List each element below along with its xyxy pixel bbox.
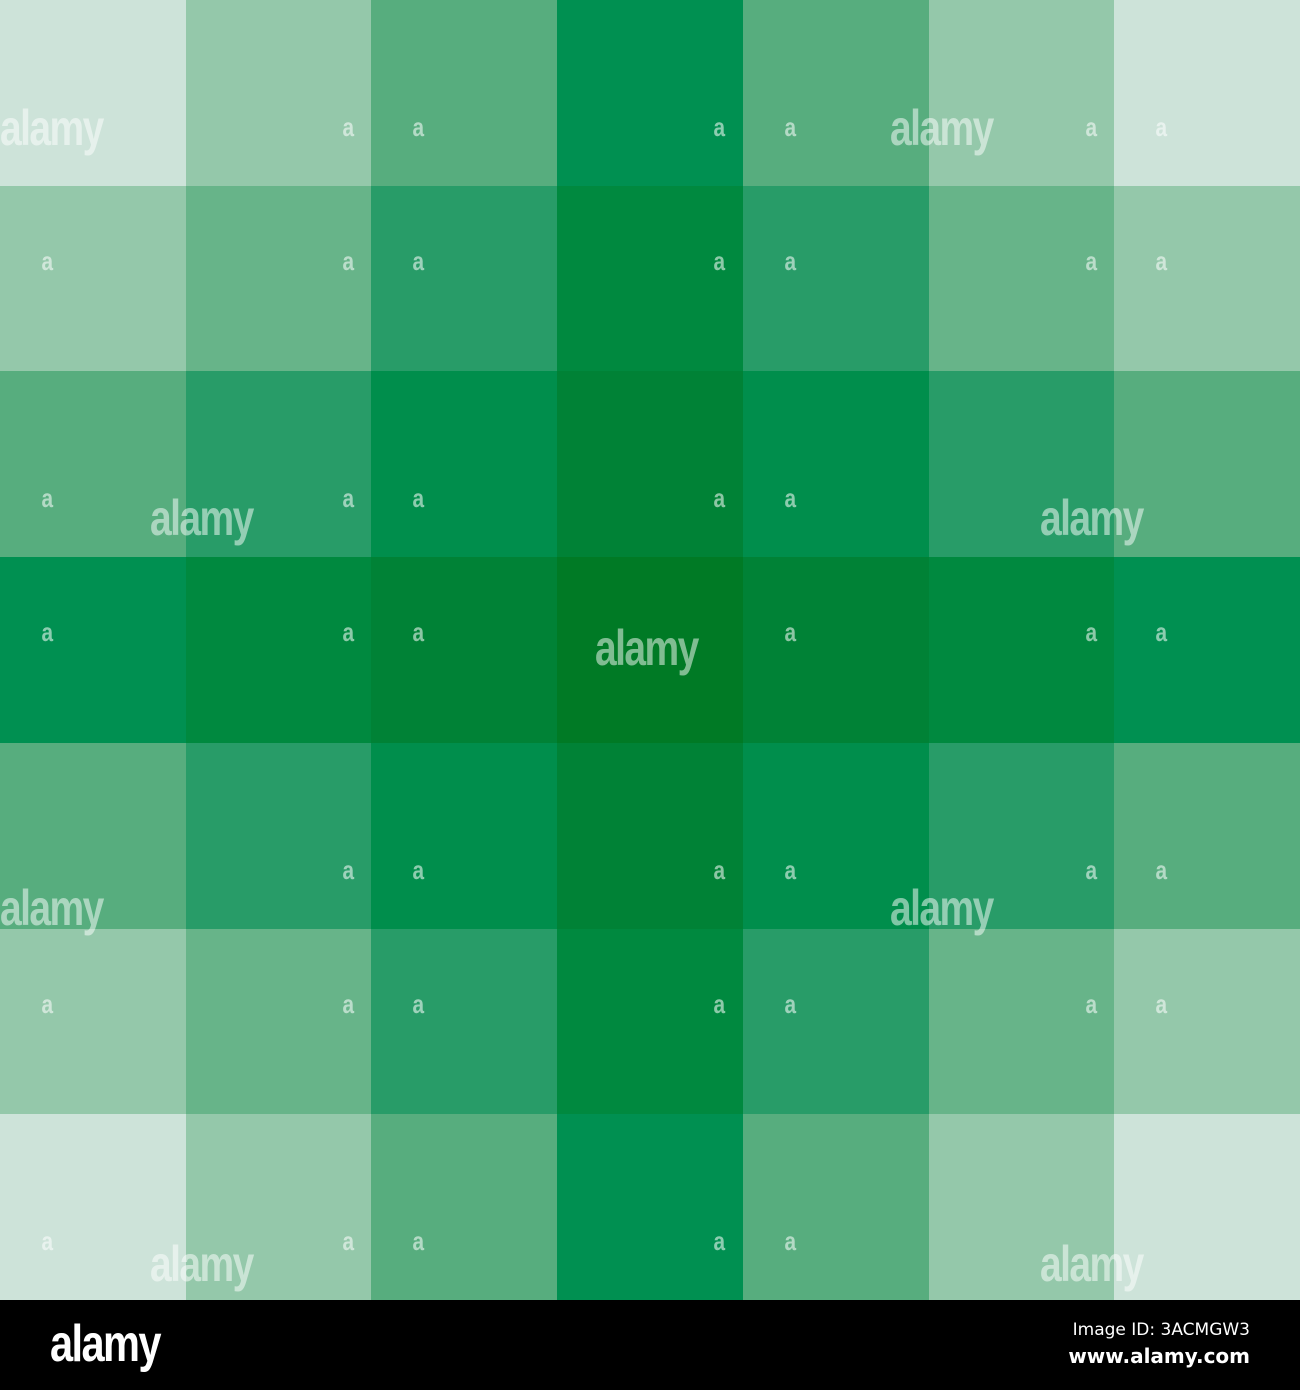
pattern-cell: a [0, 557, 186, 743]
pattern-cell: a [0, 185, 186, 372]
pattern-cell: a [557, 371, 743, 558]
watermark-mark: a [713, 112, 726, 142]
pattern-cell [928, 371, 1115, 558]
watermark-mark: a [784, 988, 796, 1019]
watermark-mark: a [784, 483, 796, 514]
pattern-cell: a [557, 1114, 743, 1300]
watermark-mark: a [713, 245, 726, 276]
footer-bar: alamy Image ID: 3ACMGW3 www.alamy.com [0, 1300, 1300, 1390]
watermark-mark: a [412, 245, 425, 276]
pattern-cell: a [928, 185, 1115, 372]
pattern-cell: a [742, 185, 929, 372]
pattern-cell [1114, 1114, 1300, 1300]
pattern-cell: a [1114, 742, 1300, 929]
watermark-mark: a [784, 617, 796, 648]
pattern-cell: a [1114, 557, 1300, 743]
pattern-cell: a [371, 1114, 558, 1300]
watermark-mark: a [1155, 245, 1168, 276]
watermark-mark: a [1085, 617, 1097, 648]
watermark-mark: a [41, 1226, 54, 1257]
watermark-mark: a [342, 483, 354, 514]
watermark-mark: a [412, 112, 425, 142]
watermark-mark: a [41, 245, 54, 276]
pattern-cell: a [928, 742, 1115, 929]
watermark-mark: a [1085, 854, 1097, 885]
pattern-cell: a [185, 1114, 372, 1300]
watermark-mark: a [41, 617, 54, 648]
watermark-mark: a [412, 1226, 425, 1257]
watermark-mark: a [713, 483, 726, 514]
watermark-mark: a [784, 245, 796, 276]
watermark-mark: a [1085, 112, 1097, 142]
pattern-cell: a [371, 371, 558, 558]
pattern-cell: a [0, 371, 186, 558]
watermark-mark: a [412, 988, 425, 1019]
watermark-mark: a [41, 988, 54, 1019]
watermark-mark: a [713, 1226, 726, 1257]
watermark-mark: a [342, 245, 354, 276]
watermark-mark: a [713, 988, 726, 1019]
pattern-cell: a [928, 0, 1115, 186]
pattern-cell: a [557, 742, 743, 929]
watermark-mark: a [41, 483, 54, 514]
pattern-cell [1114, 371, 1300, 558]
pattern-cell: a [1114, 0, 1300, 186]
alamy-logo: alamy [50, 1315, 162, 1373]
pattern-cell: a [557, 185, 743, 372]
pattern-cell: a [371, 928, 558, 1115]
pattern-cell: a [557, 928, 743, 1115]
watermark-mark: a [342, 112, 354, 142]
watermark-mark: a [1155, 988, 1168, 1019]
watermark-mark: a [342, 617, 354, 648]
pattern-cell [928, 1114, 1115, 1300]
pattern-cell: a [185, 371, 372, 558]
watermark-mark: a [784, 1226, 796, 1257]
pattern-cell: a [371, 557, 558, 743]
watermark-mark: a [784, 854, 796, 885]
pattern-cell: a [742, 1114, 929, 1300]
pattern-cell: a [185, 185, 372, 372]
pattern-cell: a [742, 0, 929, 186]
watermark-mark: a [713, 854, 726, 885]
pattern-cell: a [742, 557, 929, 743]
image-id: Image ID: 3ACMGW3 [1072, 1320, 1250, 1340]
pattern-cell: a [371, 185, 558, 372]
watermark-mark: a [342, 1226, 354, 1257]
site-url: www.alamy.com [1068, 1344, 1250, 1368]
watermark-mark: a [412, 483, 425, 514]
pattern-cell [557, 557, 743, 743]
pattern-cell: a [1114, 928, 1300, 1115]
watermark-mark: a [1155, 854, 1168, 885]
watermark-mark: a [412, 854, 425, 885]
pattern-cell: a [0, 928, 186, 1115]
pattern-cell [0, 0, 186, 186]
pattern-cell: a [928, 557, 1115, 743]
pattern-cell: a [1114, 185, 1300, 372]
pattern-cell: a [371, 742, 558, 929]
pattern-cell: a [371, 0, 558, 186]
pattern-cell: a [185, 742, 372, 929]
pattern-cell: a [742, 928, 929, 1115]
pattern-cell: a [185, 0, 372, 186]
watermark-mark: a [412, 617, 425, 648]
pattern-cell: a [928, 928, 1115, 1115]
pattern-cell: a [742, 371, 929, 558]
pattern-cell: a [742, 742, 929, 929]
watermark-mark: a [342, 988, 354, 1019]
watermark-mark: a [1085, 988, 1097, 1019]
pattern-cell: a [557, 0, 743, 186]
pattern-cell: a [185, 928, 372, 1115]
pattern-cell: a [185, 557, 372, 743]
watermark-mark: a [1085, 245, 1097, 276]
watermark-mark: a [1155, 617, 1168, 648]
pattern-cell: a [0, 1114, 186, 1300]
watermark-mark: a [784, 112, 796, 142]
watermark-mark: a [342, 854, 354, 885]
gingham-pattern: a a a a a a a a a a a a a a a a a a a a a a a a a a a a a a a a a a a a a a a a… [0, 0, 1300, 1300]
pattern-cell [0, 742, 186, 929]
watermark-mark: a [1155, 112, 1168, 142]
